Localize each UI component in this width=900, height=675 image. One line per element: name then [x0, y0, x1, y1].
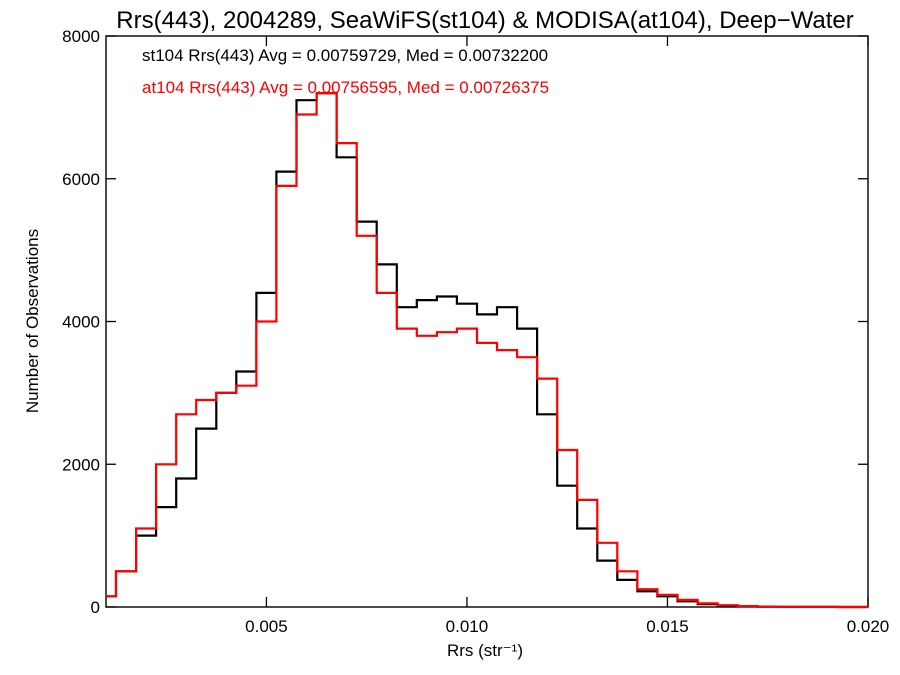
series-layer	[106, 92, 868, 609]
series-line-st104	[106, 92, 868, 609]
y-tick-label: 0	[91, 598, 100, 617]
chart-title: Rrs(443), 2004289, SeaWiFS(st104) & MODI…	[116, 7, 853, 34]
y-tick-label: 8000	[62, 27, 100, 46]
series-line-at104	[106, 92, 868, 609]
x-tick-label: 0.020	[847, 617, 890, 636]
y-tick-label: 2000	[62, 455, 100, 474]
x-axis-label: Rrs (str⁻¹)	[447, 641, 523, 660]
legend-entry-st104: st104 Rrs(443) Avg = 0.00759729, Med = 0…	[142, 46, 548, 65]
x-axis: 0.005 0.010 0.015 0.020	[245, 36, 889, 636]
y-tick-label: 6000	[62, 170, 100, 189]
x-tick-label: 0.015	[646, 617, 689, 636]
x-tick-label: 0.010	[446, 617, 489, 636]
y-axis-label: Number of Observations	[23, 229, 42, 413]
plot-frame	[105, 35, 869, 608]
legend-entry-at104: at104 Rrs(443) Avg = 0.00756595, Med = 0…	[142, 78, 549, 97]
y-axis: 0 2000 4000 6000 8000	[62, 27, 868, 617]
y-tick-label: 4000	[62, 313, 100, 332]
x-tick-label: 0.005	[245, 617, 288, 636]
